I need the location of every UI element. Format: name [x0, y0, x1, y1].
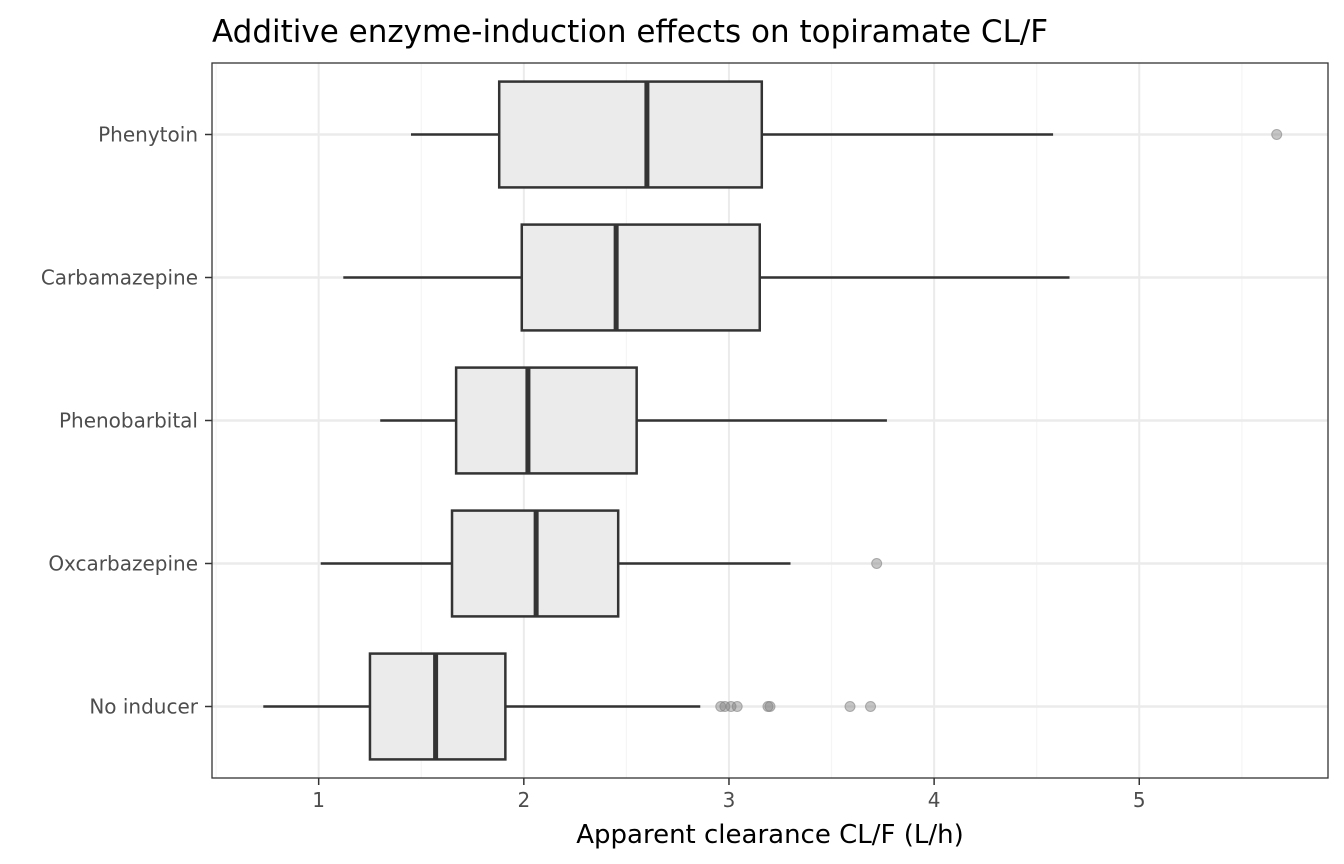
x-axis-title: Apparent clearance CL/F (L/h) — [576, 820, 964, 850]
axes: 1 2 3 4 5 Phenytoin Carbamazepine Phenobarbital… — [41, 123, 1146, 813]
outlier-point — [1271, 129, 1283, 140]
x-tick-label: 4 — [928, 788, 941, 812]
box-iqr — [497, 80, 764, 189]
x-tick-label: 5 — [1133, 788, 1146, 812]
box-iqr — [520, 223, 761, 332]
y-tick-label: Phenobarbital — [59, 409, 198, 433]
outlier-point — [725, 701, 737, 712]
y-tick-label: Oxcarbazepine — [48, 552, 198, 576]
y-tick-label: No inducer — [89, 695, 198, 719]
y-tick-label: Carbamazepine — [41, 266, 198, 290]
y-tick-label: Phenytoin — [98, 123, 198, 147]
x-tick-label: 1 — [312, 788, 325, 812]
outlier-point — [764, 701, 776, 712]
chart-title: Additive enzyme-induction effects on top… — [212, 14, 1048, 50]
boxes — [263, 80, 1283, 761]
outlier-point — [844, 701, 856, 712]
box-iqr — [454, 366, 638, 475]
outlier-point — [719, 701, 731, 712]
x-tick-label: 2 — [517, 788, 530, 812]
outlier-point — [731, 701, 743, 712]
outlier-point — [865, 701, 877, 712]
outlier-point — [871, 558, 883, 569]
x-tick-label: 3 — [723, 788, 736, 812]
